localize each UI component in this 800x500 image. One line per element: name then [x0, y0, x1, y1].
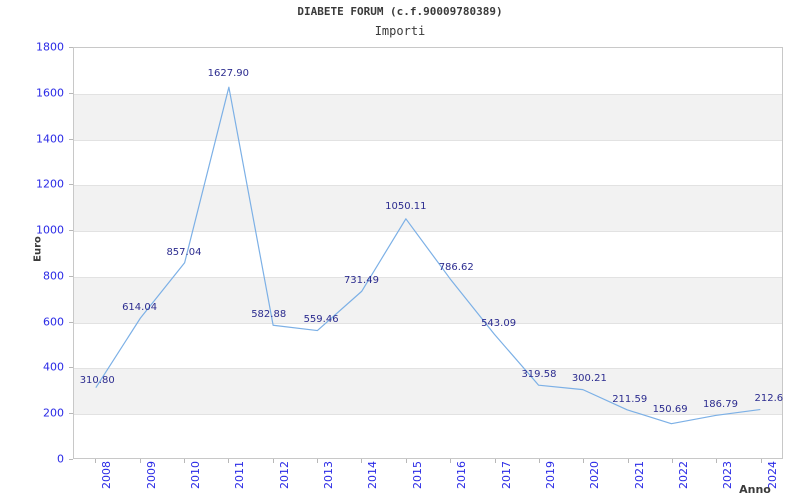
x-tick-mark — [139, 459, 141, 463]
x-tick-label: 2020 — [588, 461, 602, 489]
y-tick-mark — [69, 92, 73, 94]
data-point-label: 310.80 — [79, 374, 115, 386]
plot-area — [73, 47, 783, 459]
background-band — [74, 276, 782, 323]
x-tick-label: 2012 — [277, 461, 291, 489]
y-tick-mark — [69, 321, 73, 323]
x-tick-mark — [716, 459, 718, 463]
background-band — [74, 185, 782, 232]
data-point-label: 857.04 — [166, 246, 202, 258]
x-tick-label: 2022 — [677, 461, 691, 489]
data-point-label: 543.09 — [481, 317, 517, 329]
x-tick-mark — [317, 459, 319, 463]
x-tick-label: 2011 — [233, 461, 247, 489]
x-tick-mark — [95, 459, 97, 463]
y-tick-mark — [69, 138, 73, 140]
data-point-label: 731.49 — [343, 274, 379, 286]
y-tick-label: 1400 — [36, 132, 64, 146]
y-tick-label: 800 — [43, 269, 64, 283]
x-tick-mark — [272, 459, 274, 463]
y-tick-label: 1200 — [36, 177, 64, 191]
chart-subtitle: Importi — [374, 24, 426, 38]
data-point-label: 211.59 — [612, 393, 648, 405]
x-tick-label: 2010 — [188, 461, 202, 489]
line-series — [95, 86, 761, 425]
x-tick-mark — [672, 459, 674, 463]
y-tick-mark — [69, 230, 73, 232]
data-point-label: 319.58 — [521, 368, 557, 380]
data-point-label: 1050.11 — [385, 200, 427, 212]
x-axis-labels: 2008 2009 2010 2011 2012 2013 2014 2015 2016 2017… — [0, 459, 800, 500]
x-tick-label: 2014 — [366, 461, 380, 489]
x-tick-mark — [494, 459, 496, 463]
data-point-label: 186.79 — [702, 399, 738, 411]
data-point-label: 614.04 — [122, 302, 158, 314]
x-tick-mark — [760, 459, 762, 463]
y-tick-mark — [69, 413, 73, 415]
gridline — [74, 231, 782, 233]
y-tick-mark — [69, 367, 73, 369]
data-point-label: 150.69 — [652, 403, 688, 415]
x-tick-label: 2009 — [144, 461, 158, 489]
y-tick-label: 1800 — [36, 40, 64, 54]
x-axis-title: Anno — [739, 483, 771, 496]
y-axis-title: Euro — [32, 236, 44, 262]
data-point-label: 786.62 — [438, 261, 474, 273]
y-axis-labels: 0 200 400 600 800 1000 1200 1400 1600 1800 — [0, 0, 73, 500]
chart-title: DIABETE FORUM (c.f.90009780389) — [297, 5, 503, 18]
gridline — [74, 276, 782, 278]
x-tick-label: 2013 — [322, 461, 336, 489]
y-tick-label: 200 — [43, 406, 64, 420]
data-point-label: 1627.90 — [207, 68, 249, 80]
gridline — [74, 322, 782, 324]
x-tick-label: 2021 — [632, 461, 646, 489]
x-tick-label: 2015 — [410, 461, 424, 489]
data-point-label: 300.21 — [571, 373, 607, 385]
data-point-label: 212.6 — [754, 393, 784, 405]
x-tick-label: 2008 — [100, 461, 114, 489]
y-tick-label: 1600 — [36, 86, 64, 100]
data-point-label: 559.46 — [303, 313, 339, 325]
y-tick-mark — [69, 47, 73, 48]
x-tick-label: 2019 — [543, 461, 557, 489]
x-tick-mark — [228, 459, 230, 463]
x-tick-mark — [583, 459, 585, 463]
x-tick-mark — [538, 459, 540, 463]
y-tick-mark — [69, 459, 73, 460]
gridline — [74, 185, 782, 187]
x-tick-mark — [627, 459, 629, 463]
y-tick-label: 1000 — [36, 223, 64, 237]
gridline — [74, 414, 782, 416]
y-tick-label: 400 — [43, 360, 64, 374]
x-tick-mark — [361, 459, 363, 463]
y-tick-mark — [69, 275, 73, 277]
data-point-label: 582.88 — [251, 308, 287, 320]
x-tick-mark — [405, 459, 407, 463]
background-band — [74, 93, 782, 140]
y-tick-label: 600 — [43, 315, 64, 329]
background-band — [74, 368, 782, 415]
gridline — [74, 368, 782, 370]
y-tick-label: 0 — [57, 452, 64, 466]
y-tick-mark — [69, 184, 73, 186]
series-polyline — [95, 86, 761, 425]
x-tick-mark — [450, 459, 452, 463]
x-tick-label: 2016 — [455, 461, 469, 489]
x-tick-label: 2017 — [499, 461, 513, 489]
x-tick-label: 2023 — [721, 461, 735, 489]
x-tick-mark — [183, 459, 185, 463]
gridline — [74, 93, 782, 95]
gridline — [74, 139, 782, 141]
